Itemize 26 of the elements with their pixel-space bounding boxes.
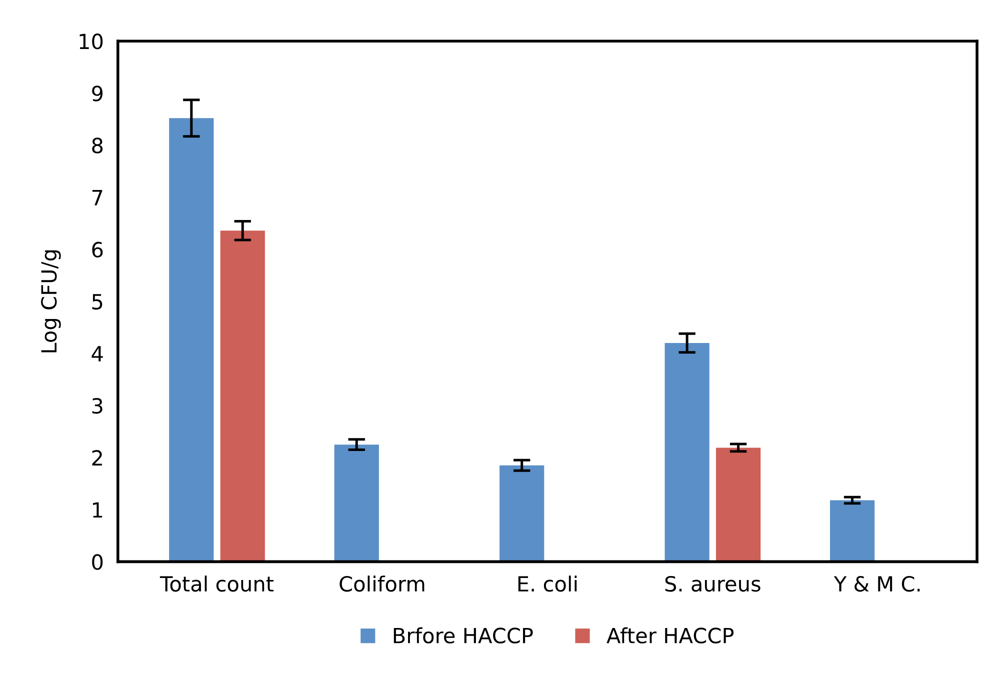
bar	[664, 343, 710, 562]
bar	[500, 465, 544, 562]
x-tick-label: Coliform	[340, 576, 424, 592]
y-tick-label: 10	[80, 34, 103, 50]
x-tick-label: Total count	[160, 576, 274, 592]
x-tick-label: E. coli	[518, 576, 577, 592]
x-tick-label: S. aureus	[665, 576, 760, 592]
y-tick-label: 2	[92, 450, 102, 466]
bar	[169, 118, 214, 562]
y-tick-label: 9	[92, 86, 103, 102]
bar	[334, 444, 379, 562]
y-tick-label: 0	[92, 554, 103, 570]
y-axis-title: Log CFU/g	[41, 250, 61, 352]
legend-label: Brfore HACCP	[394, 627, 533, 644]
bar	[830, 500, 875, 562]
y-tick-label: 5	[92, 294, 102, 310]
y-tick-label: 4	[92, 346, 103, 362]
y-tick-label: 3	[92, 398, 102, 414]
y-tick-label: 6	[92, 242, 103, 258]
legend-label: After HACCP	[606, 627, 734, 644]
bar	[716, 448, 761, 562]
y-tick-label: 7	[92, 190, 102, 206]
bar	[220, 230, 265, 562]
x-tick-label: Y & M C.	[834, 576, 920, 592]
y-tick-label: 1	[93, 502, 102, 518]
y-tick-label: 8	[92, 138, 103, 154]
